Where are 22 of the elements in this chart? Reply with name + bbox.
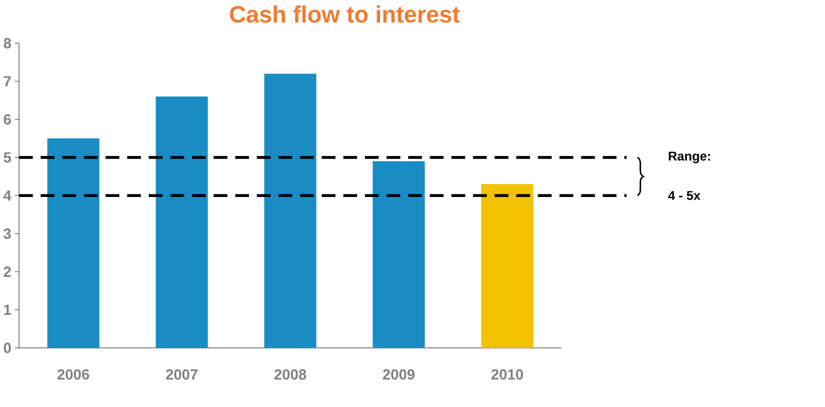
y-tick-label: 2 — [4, 266, 11, 277]
y-tick-label: 8 — [4, 38, 11, 49]
text: 4 - 5x — [668, 191, 700, 200]
x-tick-label: 2006 — [57, 369, 90, 380]
bar — [481, 184, 534, 348]
y-tick-label: 6 — [4, 114, 11, 125]
y-tick-label: 0 — [4, 342, 11, 354]
x-tick-label: 2008 — [274, 369, 306, 380]
bar — [372, 161, 425, 348]
y-tick-label: 7 — [4, 76, 11, 86]
y-tick-label: 1 — [4, 304, 12, 315]
bar — [156, 96, 208, 348]
x-tick-label: 2010 — [491, 369, 523, 380]
x-tick-label: 2009 — [382, 369, 415, 380]
y-tick-label: 3 — [4, 228, 11, 239]
bar — [264, 74, 316, 348]
chart-title: Cash flow to interest — [230, 6, 460, 23]
text: Range: — [668, 152, 710, 164]
bar — [47, 138, 100, 348]
x-tick-label: 2007 — [166, 369, 198, 380]
y-tick-label: 4 — [3, 190, 12, 201]
y-tick-label: 5 — [4, 152, 12, 163]
